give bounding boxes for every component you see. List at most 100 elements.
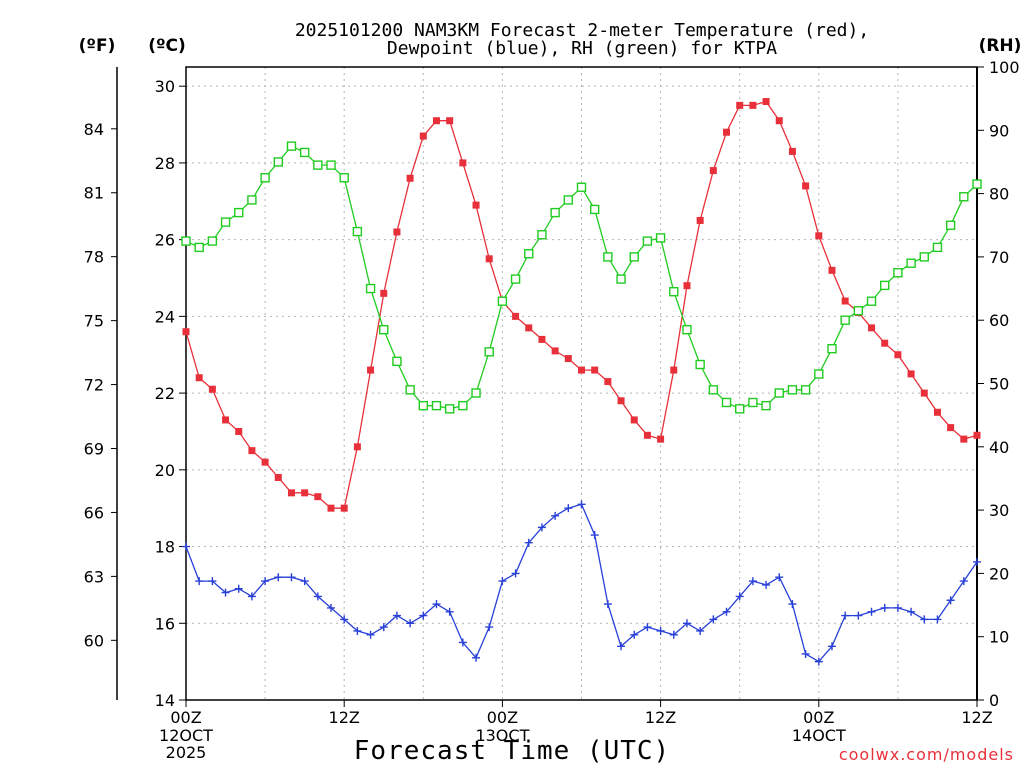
2-meter-temperature-point — [907, 370, 915, 378]
dewpoint-point — [261, 577, 270, 586]
rh-point — [642, 236, 653, 246]
rh-point — [484, 347, 494, 357]
2-meter-temperature-point — [604, 378, 612, 386]
2-meter-temperature-point — [960, 435, 968, 443]
dewpoint-point — [274, 573, 283, 582]
2-meter-temperature-point — [933, 408, 941, 416]
rh-point — [787, 385, 798, 395]
fahrenheit-tick-label: 60 — [84, 631, 104, 650]
rh-point — [326, 160, 336, 170]
dewpoint-point — [841, 611, 850, 620]
2-meter-temperature-point — [314, 493, 322, 501]
2-meter-temperature-point — [815, 232, 823, 240]
dewpoint-point — [801, 649, 810, 658]
rh-point — [774, 388, 784, 398]
dewpoint-point — [973, 557, 981, 566]
rh-point — [392, 356, 402, 367]
rh-tick-label: 80 — [989, 185, 1009, 204]
2-meter-temperature-point — [920, 389, 928, 397]
dewpoint-point — [551, 511, 560, 520]
rh-point — [893, 268, 903, 278]
celsius-tick-label: 30 — [155, 77, 175, 96]
x-tick-label: 12Z — [961, 708, 992, 727]
rh-point — [735, 404, 745, 414]
rh-point — [194, 242, 204, 253]
rh-unit-label: (RH) — [979, 36, 1022, 56]
rh-point — [589, 204, 600, 215]
rh-point — [247, 195, 257, 205]
2-meter-temperature-point — [788, 147, 796, 155]
fahrenheit-tick-label: 69 — [84, 440, 104, 459]
dewpoint-point — [669, 630, 678, 639]
celsius-tick-label: 20 — [155, 461, 175, 480]
dewpoint-point — [946, 596, 955, 605]
rh-point — [945, 220, 956, 230]
2-meter-temperature-point — [683, 282, 691, 290]
rh-point — [405, 385, 415, 395]
dewpoint-point — [603, 600, 612, 609]
dewpoint-point — [722, 607, 731, 616]
celsius-tick-label: 16 — [155, 614, 175, 633]
2-meter-temperature-point — [551, 347, 559, 355]
x-tick-label: 00Z — [170, 708, 201, 727]
2-meter-temperature-point — [696, 216, 704, 224]
2-meter-temperature-point — [182, 328, 190, 336]
2-meter-temperature-point — [802, 182, 810, 190]
rh-point — [444, 404, 455, 414]
rh-point — [695, 359, 705, 370]
x-tick-date: 12OCT — [159, 726, 213, 745]
rh-point — [682, 324, 692, 335]
2-meter-temperature-point — [564, 355, 572, 363]
2-meter-temperature-point — [327, 504, 335, 512]
2-meter-temperature-point — [630, 416, 638, 424]
dewpoint-point — [959, 577, 968, 586]
dewpoint-point — [920, 615, 929, 624]
2-meter-temperature-point — [248, 447, 256, 455]
x-tick-date: 13OCT — [475, 726, 529, 745]
celsius-tick-label: 26 — [155, 231, 175, 250]
2-meter-temperature-point — [881, 339, 889, 347]
rh-point — [497, 296, 508, 306]
rh-point — [563, 195, 574, 205]
2-meter-temperature-point — [512, 312, 520, 320]
2-meter-temperature-point — [208, 385, 216, 393]
2-meter-temperature-point — [261, 458, 269, 466]
rh-point — [550, 207, 560, 218]
dewpoint-point — [208, 577, 217, 586]
2-meter-temperature-point — [762, 98, 770, 106]
dewpoint-point — [617, 642, 626, 651]
dewpoint-point — [182, 542, 190, 551]
2-meter-temperature-point — [670, 366, 678, 374]
rh-point — [379, 324, 389, 335]
rh-point — [299, 147, 310, 158]
chart-title-line2: Dewpoint (blue), RH (green) for KTPA — [387, 38, 777, 59]
2-meter-temperature-point — [841, 297, 849, 305]
celsius-tick-label: 22 — [155, 384, 175, 403]
dewpoint-point — [406, 619, 415, 628]
dewpoint-point — [709, 615, 718, 624]
dewpoint-point — [458, 638, 467, 647]
2-meter-temperature-point — [591, 366, 599, 374]
2-meter-temperature-point — [894, 351, 902, 359]
2-meter-temperature-point — [446, 117, 454, 125]
credit-text: coolwx.com/models — [839, 745, 1014, 764]
rh-point — [207, 236, 218, 246]
2-meter-temperature-point — [274, 473, 282, 481]
dewpoint-point — [498, 577, 507, 586]
2-meter-temperature-point — [828, 266, 836, 274]
rh-tick-label: 10 — [989, 628, 1009, 647]
celsius-tick-label: 18 — [155, 538, 175, 557]
rh-point — [629, 252, 639, 262]
data-series — [181, 98, 982, 666]
plot-frame — [185, 66, 978, 701]
2-meter-temperature-point — [973, 431, 981, 439]
rh-point — [286, 141, 297, 151]
rh-point — [748, 397, 758, 408]
fahrenheit-tick-label: 75 — [84, 312, 104, 331]
rh-point — [603, 252, 613, 262]
x-tick-label: 12Z — [645, 708, 676, 727]
dewpoint-point — [195, 577, 204, 586]
2-meter-temperature-point — [736, 101, 744, 109]
rh-point — [669, 287, 679, 297]
dewpoint-point — [775, 573, 784, 582]
